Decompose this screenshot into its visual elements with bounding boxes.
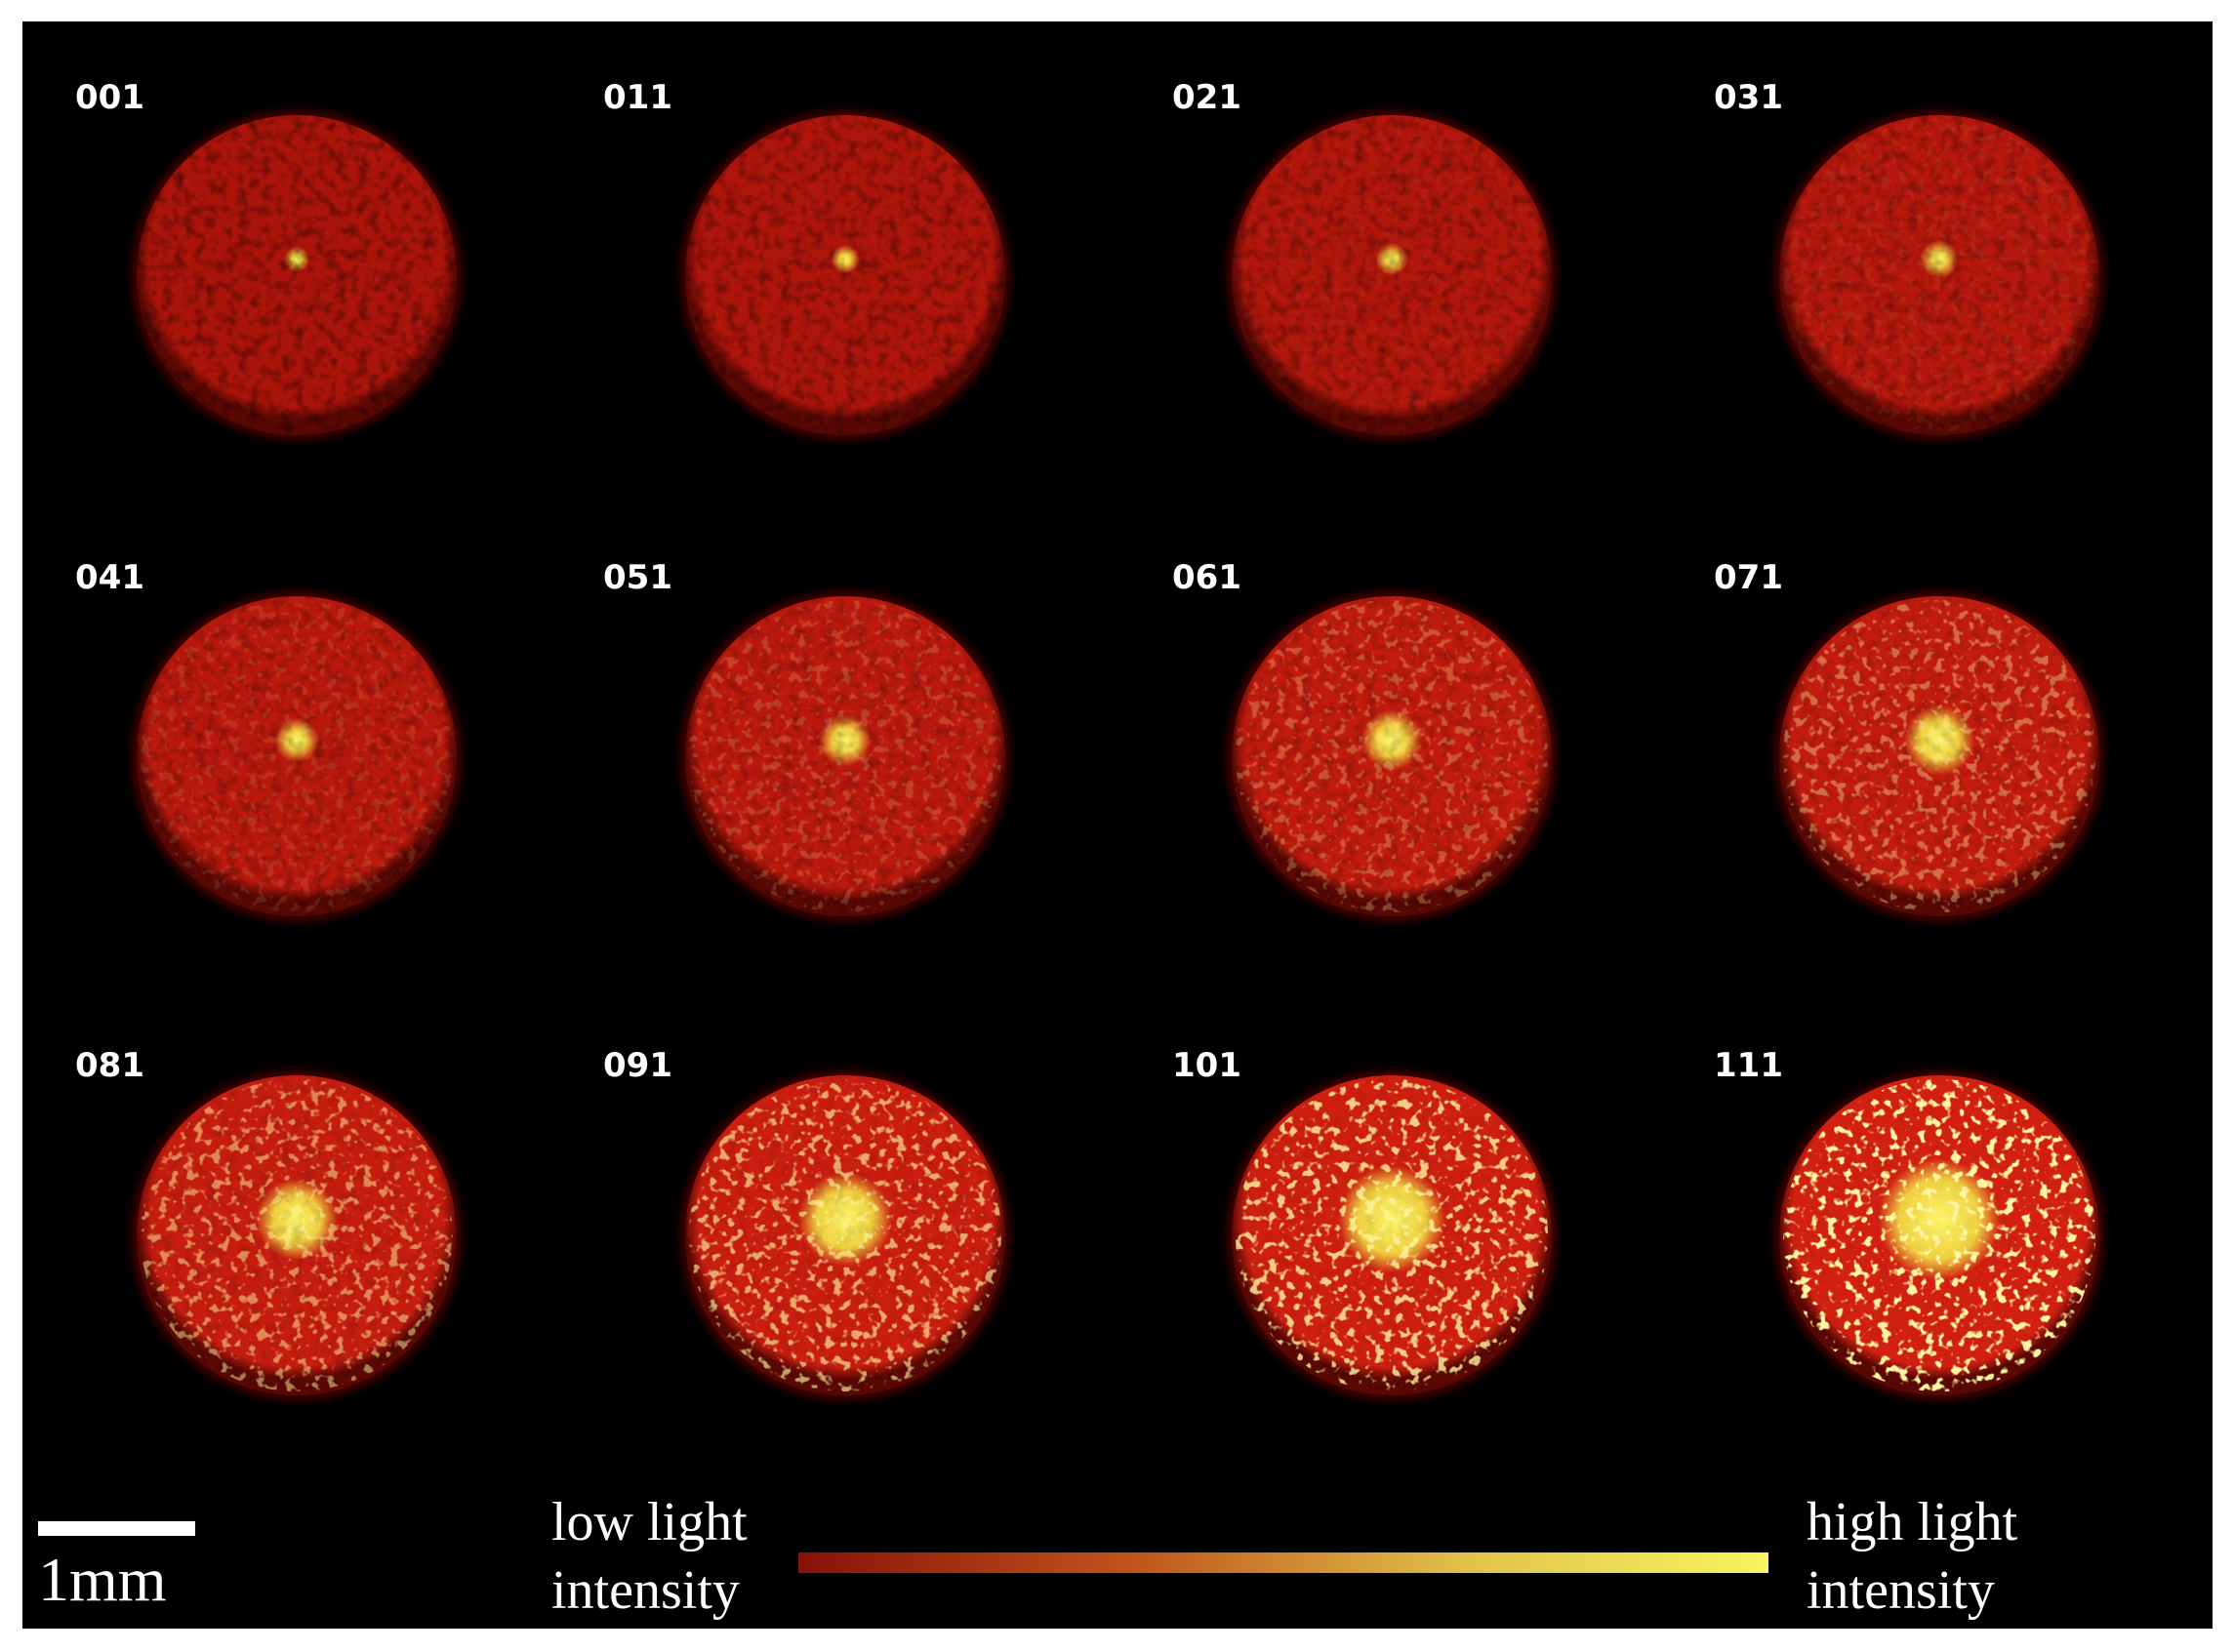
texture [137, 115, 457, 435]
speckle [141, 600, 453, 912]
colorbar-low-label: intensity [551, 1560, 740, 1621]
panel-label: 101 [1172, 1046, 1241, 1085]
speckle [141, 1079, 453, 1391]
panel: 031 [1714, 78, 2105, 441]
panel: 101 [1172, 1046, 1558, 1401]
panel-label: 061 [1172, 558, 1241, 597]
panel-label: 081 [75, 1046, 144, 1085]
panel: 041 [75, 558, 463, 922]
panel: 081 [75, 1046, 463, 1401]
texture [685, 115, 1005, 435]
panel: 111 [1714, 1046, 2105, 1401]
panels: 001 011 021 031 041 051 061 071 081 091 101 111 [75, 78, 2105, 1401]
panel: 061 [1172, 558, 1558, 922]
speckle [1783, 119, 2095, 431]
panel-label: 091 [603, 1046, 672, 1085]
colorbar-high-label: intensity [1807, 1560, 1995, 1621]
speckle [1236, 600, 1548, 912]
panel: 071 [1714, 558, 2105, 922]
panel-label: 041 [75, 558, 144, 597]
speckle [1783, 1079, 2095, 1391]
panel: 091 [603, 1046, 1011, 1401]
speckle [1236, 1079, 1548, 1391]
panel-label: 011 [603, 78, 672, 117]
panel-label: 031 [1714, 78, 1783, 117]
scale-bar-label: 1mm [38, 1545, 167, 1614]
panel: 051 [603, 558, 1011, 922]
speckle [689, 1079, 1001, 1391]
scale-bar [38, 1521, 195, 1536]
panel-label: 111 [1714, 1046, 1783, 1085]
panel-label: 071 [1714, 558, 1783, 597]
speckle [689, 119, 1001, 431]
panel-label: 021 [1172, 78, 1241, 117]
panel: 011 [603, 78, 1011, 441]
panel-label: 051 [603, 558, 672, 597]
colorbar-low-label: low light [551, 1492, 748, 1552]
panel: 021 [1172, 78, 1558, 441]
colorbar [798, 1552, 1768, 1573]
speckle [1783, 600, 2095, 912]
colorbar-high-label: high light [1807, 1492, 2018, 1552]
speckle [1236, 119, 1548, 431]
panel: 001 [75, 78, 463, 441]
texture [1232, 115, 1552, 435]
speckle [689, 600, 1001, 912]
panel-label: 001 [75, 78, 144, 117]
